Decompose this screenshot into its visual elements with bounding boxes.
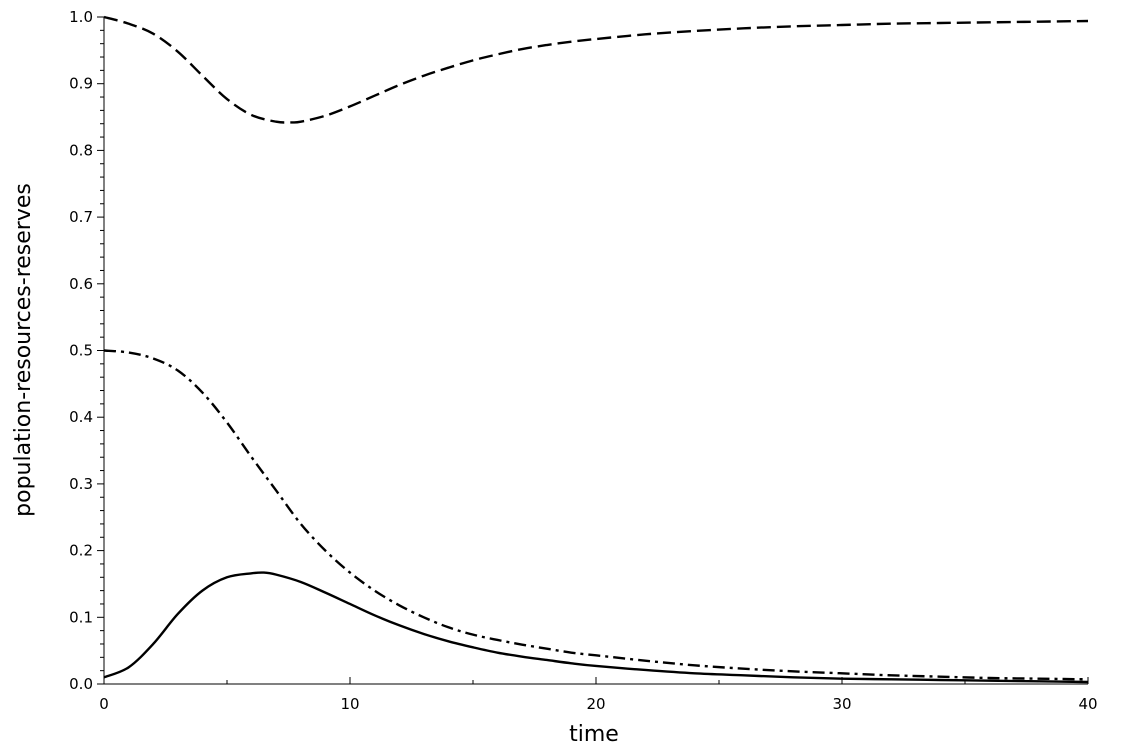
y-tick-label: 0.8	[69, 141, 93, 159]
x-tick-label: 30	[832, 695, 851, 713]
x-axis-title: time	[569, 722, 619, 747]
plot-lines	[103, 15, 1089, 684]
y-tick-label: 1.0	[69, 8, 93, 26]
axes	[103, 17, 1088, 685]
y-tick-label: 0.3	[69, 475, 93, 493]
ticks: 0.0 0.1 0.2 0.3 0.4 0.5 0.6 0.7 0.8 0.9 1.0 0 10 20 30…	[69, 8, 1097, 713]
series-line-dashed	[103, 15, 1089, 124]
y-axis-title: population-resources-reserves	[11, 183, 36, 517]
y-tick-label: 0.4	[69, 408, 93, 426]
y-tick-label: 0.6	[69, 275, 93, 293]
y-tick-label: 0.5	[69, 342, 93, 360]
y-tick-label: 0.1	[69, 608, 93, 626]
x-tick-label: 0	[99, 695, 109, 713]
y-tick-label: 0.2	[69, 542, 93, 560]
series-line-solid	[103, 571, 1089, 684]
x-tick-label: 20	[586, 695, 605, 713]
y-tick-label: 0.7	[69, 208, 93, 226]
y-tick-label: 0.9	[69, 75, 93, 93]
x-tick-label: 40	[1078, 695, 1097, 713]
y-tick-label: 0.0	[69, 675, 93, 693]
series-line-dash-dot	[103, 349, 1089, 681]
x-tick-label: 10	[340, 695, 359, 713]
